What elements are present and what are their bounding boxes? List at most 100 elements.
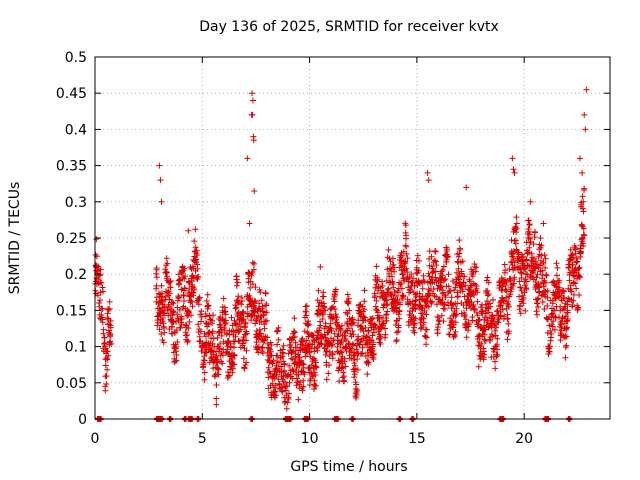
data-point	[504, 315, 511, 322]
data-point	[544, 294, 551, 301]
data-point	[524, 249, 531, 256]
data-point	[473, 264, 480, 271]
data-point	[170, 309, 177, 316]
data-point	[231, 344, 238, 351]
data-point	[551, 326, 558, 333]
data-point	[216, 321, 223, 328]
data-point	[342, 363, 349, 370]
data-point	[173, 343, 180, 350]
data-point	[338, 322, 345, 329]
data-point	[351, 374, 358, 381]
data-point	[510, 255, 517, 262]
data-point	[403, 265, 410, 272]
data-point	[553, 260, 560, 267]
data-point	[459, 258, 466, 265]
data-point	[425, 303, 432, 310]
data-point	[475, 317, 482, 324]
data-point	[466, 276, 473, 283]
data-point	[197, 328, 204, 335]
data-point	[369, 332, 376, 339]
data-point	[503, 288, 510, 295]
data-point	[286, 390, 293, 397]
data-point	[274, 341, 281, 348]
data-point	[432, 248, 439, 255]
data-point	[289, 349, 296, 356]
data-point	[384, 308, 391, 315]
data-point	[399, 252, 406, 259]
data-point	[489, 333, 496, 340]
data-point	[466, 278, 473, 285]
data-point	[312, 371, 319, 378]
data-point	[526, 244, 533, 251]
data-point	[169, 299, 176, 306]
data-point	[195, 301, 202, 308]
data-point	[478, 340, 485, 347]
data-point	[361, 287, 368, 294]
data-point	[395, 311, 402, 318]
data-point	[275, 336, 282, 343]
data-point	[267, 348, 274, 355]
data-point	[250, 309, 257, 316]
data-point	[185, 279, 192, 286]
data-point	[574, 258, 581, 265]
data-point	[234, 299, 241, 306]
data-point	[244, 155, 251, 162]
data-point	[481, 322, 488, 329]
data-point	[536, 288, 543, 295]
data-point	[411, 320, 418, 327]
data-point	[368, 316, 375, 323]
data-point	[177, 324, 184, 331]
data-point	[105, 306, 112, 313]
data-point	[396, 299, 403, 306]
data-point	[99, 305, 106, 312]
data-point	[457, 246, 464, 253]
data-point	[569, 251, 576, 258]
data-point	[542, 264, 549, 271]
data-point	[390, 281, 397, 288]
data-point	[343, 337, 350, 344]
data-point	[344, 310, 351, 317]
data-point	[576, 292, 583, 299]
data-point	[549, 323, 556, 330]
data-point	[576, 264, 583, 271]
data-point	[565, 264, 572, 271]
data-point	[228, 328, 235, 335]
data-point	[492, 365, 499, 372]
data-point	[546, 348, 553, 355]
data-point	[581, 185, 588, 192]
data-point	[93, 263, 100, 270]
data-point	[194, 252, 201, 259]
data-point	[315, 332, 322, 339]
data-point	[411, 283, 418, 290]
data-point	[292, 339, 299, 346]
data-point	[317, 322, 324, 329]
data-point	[525, 225, 532, 232]
data-point	[521, 289, 528, 296]
data-point	[305, 330, 312, 337]
data-point	[570, 254, 577, 261]
data-point	[263, 317, 270, 324]
data-point	[350, 341, 357, 348]
data-point	[262, 318, 269, 325]
data-point	[174, 339, 181, 346]
data-point	[474, 312, 481, 319]
data-point	[386, 273, 393, 280]
data-point	[534, 271, 541, 278]
data-points	[92, 86, 590, 412]
data-point	[581, 111, 588, 118]
data-point	[317, 263, 324, 270]
data-point	[232, 305, 239, 312]
data-point	[349, 327, 356, 334]
data-point	[235, 293, 242, 300]
data-point	[282, 387, 289, 394]
data-point	[263, 300, 270, 307]
data-point	[448, 294, 455, 301]
data-point	[99, 319, 106, 326]
data-point	[411, 324, 418, 331]
data-point	[513, 214, 520, 221]
data-point	[251, 187, 258, 194]
data-point	[492, 358, 498, 365]
data-point	[215, 348, 222, 355]
data-point	[513, 229, 520, 236]
data-point	[465, 321, 472, 328]
